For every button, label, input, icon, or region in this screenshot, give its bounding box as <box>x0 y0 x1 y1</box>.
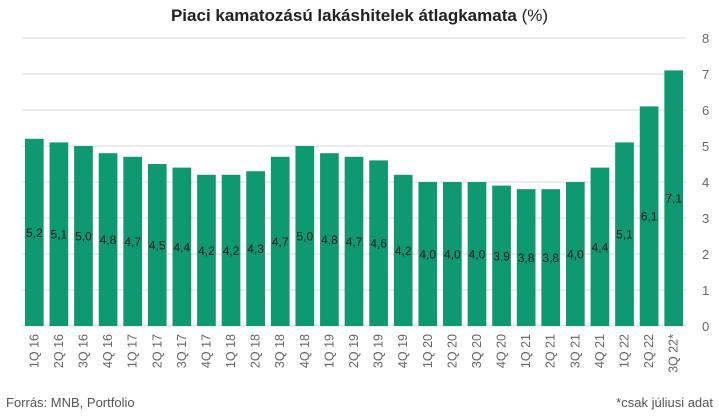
bar <box>492 185 511 326</box>
data-label: 4,2 <box>223 244 240 258</box>
y-tick-label: 6 <box>702 103 709 118</box>
data-label: 5,0 <box>75 230 92 244</box>
y-tick-label: 1 <box>702 283 709 298</box>
data-label: 4,8 <box>321 233 338 247</box>
bar <box>590 167 610 326</box>
data-label: 4,7 <box>124 235 141 249</box>
bar <box>49 142 69 326</box>
x-tick-label: 4Q 16 <box>101 334 115 368</box>
bar <box>197 174 216 326</box>
x-tick-label: 1Q 17 <box>126 334 140 368</box>
data-label: 4,0 <box>419 248 436 262</box>
y-tick-label: 8 <box>702 31 709 46</box>
data-label: 5,2 <box>26 226 43 240</box>
x-tick-label: 3Q 16 <box>76 334 90 368</box>
chart-title-unit: (%) <box>521 6 549 25</box>
bar <box>639 106 659 327</box>
x-tick-label: 2Q 18 <box>249 334 263 368</box>
chart-title-text: Piaci kamatozású lakáshitelek átlagkamat… <box>170 6 517 25</box>
bar <box>615 142 634 326</box>
x-tick-label: 3Q 18 <box>273 334 287 368</box>
bar <box>98 153 118 326</box>
bar <box>295 146 315 326</box>
x-tick-label: 1Q 20 <box>421 334 435 368</box>
bar <box>516 189 536 326</box>
x-tick-label: 2Q 20 <box>445 334 459 368</box>
x-tick-label: 1Q 19 <box>322 334 336 368</box>
y-tick-label: 7 <box>702 67 709 82</box>
data-label: 5,1 <box>616 228 633 242</box>
x-tick-label: 4Q 18 <box>298 334 312 368</box>
bar <box>664 70 684 327</box>
data-label: 6,1 <box>641 210 658 224</box>
y-tick-label: 0 <box>702 319 709 334</box>
x-tick-label: 4Q 20 <box>495 334 509 368</box>
bar <box>221 174 241 326</box>
x-tick-label: 4Q 19 <box>396 334 410 368</box>
x-tick-label: 4Q 17 <box>199 334 213 368</box>
x-tick-label: 3Q 22* <box>667 334 681 373</box>
bar <box>369 160 388 326</box>
data-label: 4,2 <box>395 244 412 258</box>
x-tick-label: 3Q 20 <box>470 334 484 368</box>
data-label: 4,6 <box>370 237 387 251</box>
bar <box>443 182 462 326</box>
bar <box>24 138 44 326</box>
bar <box>393 174 413 326</box>
bar <box>74 146 93 326</box>
data-label: 4,7 <box>272 235 289 249</box>
footnote: *csak júliusi adat <box>616 395 713 410</box>
data-label: 3,8 <box>542 251 559 265</box>
x-tick-label: 4Q 21 <box>593 334 607 368</box>
data-label: 5,0 <box>296 230 313 244</box>
bar <box>147 164 167 326</box>
bar <box>541 189 561 326</box>
bar <box>565 182 585 326</box>
x-tick-label: 3Q 19 <box>372 334 386 368</box>
bar <box>270 156 290 326</box>
bar <box>320 153 339 326</box>
y-tick-label: 3 <box>702 211 709 226</box>
source-note: Forrás: MNB, Portfolio <box>6 395 135 410</box>
data-label: 4,4 <box>174 240 191 254</box>
y-tick-label: 4 <box>702 175 709 190</box>
x-tick-label: 1Q 18 <box>224 334 238 368</box>
data-label: 3,9 <box>493 249 510 263</box>
x-tick-label: 2Q 21 <box>544 334 558 368</box>
data-label: 4,3 <box>247 242 264 256</box>
data-label: 4,2 <box>198 244 215 258</box>
bar <box>344 156 364 326</box>
data-label: 4,0 <box>444 248 461 262</box>
data-label: 4,7 <box>346 235 363 249</box>
bar <box>418 182 438 326</box>
data-label: 7,1 <box>665 192 682 206</box>
x-tick-label: 1Q 16 <box>27 334 41 368</box>
x-tick-label: 1Q 21 <box>519 334 533 368</box>
data-label: 3,8 <box>518 251 535 265</box>
bar <box>467 182 487 326</box>
bar <box>172 167 192 326</box>
chart-title: Piaci kamatozású lakáshitelek átlagkamat… <box>0 6 719 26</box>
data-label: 5,1 <box>51 228 68 242</box>
y-tick-label: 5 <box>702 139 709 154</box>
x-tick-label: 2Q 17 <box>150 334 164 368</box>
data-label: 4,4 <box>592 240 609 254</box>
bar <box>123 156 143 326</box>
x-tick-label: 2Q 22 <box>642 334 656 368</box>
x-tick-label: 2Q 19 <box>347 334 361 368</box>
data-label: 4,0 <box>469 248 486 262</box>
x-tick-label: 3Q 17 <box>175 334 189 368</box>
data-label: 4,5 <box>149 239 166 253</box>
data-label: 4,0 <box>567 248 584 262</box>
x-tick-label: 3Q 21 <box>568 334 582 368</box>
x-tick-label: 1Q 22 <box>618 334 632 368</box>
x-tick-label: 2Q 16 <box>52 334 66 368</box>
y-tick-label: 2 <box>702 247 709 262</box>
data-label: 4,8 <box>100 233 117 247</box>
bar <box>246 171 265 326</box>
